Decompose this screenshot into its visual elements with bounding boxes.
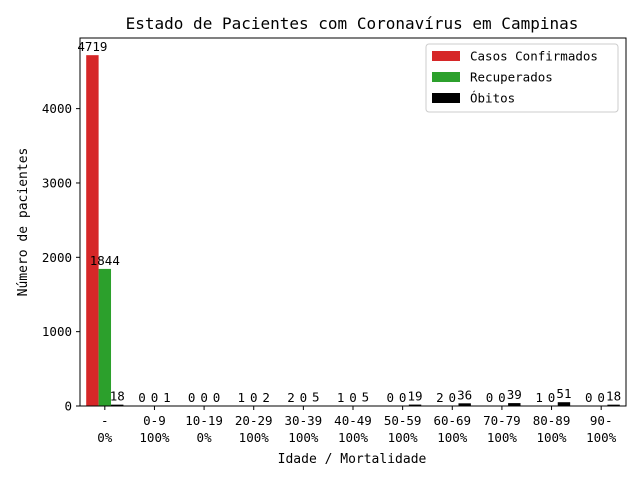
data-label: 0 [250,390,258,405]
x-tick-mortality-label: 0% [197,430,213,445]
data-label: 1 [163,390,171,405]
data-label: 1 [238,390,246,405]
x-tick-label: 40-49 [334,413,372,428]
legend: Casos Confirmados Recuperados Óbitos [425,43,619,113]
x-tick-mortality-label: 100% [239,430,270,445]
bar-2-9 [557,402,571,406]
x-tick-label: 70-79 [483,413,521,428]
data-label: 0 [188,390,196,405]
data-label: 4719 [77,39,107,54]
data-label: 0 [585,390,593,405]
y-axis-label: Número de pacientes [16,148,31,297]
x-tick-label: 20-29 [235,413,273,428]
bar-2-0 [111,404,124,406]
data-label: 18 [110,389,125,404]
data-label: 1 [535,390,543,405]
x-tick-mortality-label: 0% [97,430,113,445]
data-label: 0 [200,390,208,405]
x-tick-mortality-label: 100% [586,430,617,445]
x-tick-label: 30-39 [285,413,323,428]
data-label: 5 [362,390,370,405]
data-label: 0 [300,390,308,405]
y-tick-label: 0 [64,399,72,414]
data-label: 0 [486,390,494,405]
bar-2-8 [508,403,521,406]
legend-swatch [432,51,460,61]
x-tick-label: 10-19 [185,413,223,428]
x-tick-mortality-label: 100% [388,430,419,445]
x-tick-label: 0-9 [143,413,166,428]
x-tick-mortality-label: 100% [288,430,319,445]
data-label: 2 [287,390,295,405]
data-label: 0 [498,390,506,405]
bar-2-6 [408,404,422,406]
data-label: 36 [457,387,472,402]
bar-2-10 [607,404,620,406]
legend-label: Casos Confirmados [470,49,598,64]
y-tick-label: 2000 [42,250,72,265]
data-label: 5 [312,390,320,405]
bar-2-7 [458,403,471,406]
y-tick-label: 3000 [42,175,72,190]
data-label: 0 [151,390,159,405]
x-tick-mortality-label: 100% [437,430,468,445]
chart-title: Estado de Pacientes com Coronavírus em C… [126,14,579,33]
data-label: 0 [386,390,394,405]
x-tick-label: 60-69 [433,413,471,428]
x-tick-label: - [101,413,109,428]
data-label: 51 [556,386,571,401]
data-label: 0 [449,390,457,405]
data-label: 1844 [90,253,120,268]
data-label: 19 [408,389,423,404]
data-label: 0 [138,390,146,405]
bar-1-0 [98,268,112,406]
legend-label: Recuperados [470,70,553,85]
y-tick-label: 4000 [42,101,72,116]
legend-label: Óbitos [470,91,515,106]
x-tick-label: 50-59 [384,413,422,428]
legend-swatch [432,93,460,103]
x-tick-mortality-label: 100% [536,430,567,445]
x-tick-mortality-label: 100% [487,430,518,445]
legend-swatch [432,72,460,82]
data-label: 1 [337,390,345,405]
x-tick-mortality-label: 100% [338,430,369,445]
data-label: 2 [436,390,444,405]
y-tick-label: 1000 [42,324,72,339]
x-tick-label: 90- [590,413,613,428]
data-label: 0 [597,390,605,405]
bar-0-0 [86,55,99,406]
data-label: 18 [606,389,621,404]
data-label: 0 [548,390,556,405]
data-label: 0 [349,390,357,405]
x-tick-mortality-label: 100% [139,430,170,445]
x-axis-label: Idade / Mortalidade [278,452,427,467]
data-label: 0 [213,390,221,405]
data-label: 0 [399,390,407,405]
x-tick-label: 80-89 [533,413,571,428]
data-label: 2 [262,390,270,405]
legend-box [425,43,619,113]
data-label: 39 [507,387,522,402]
